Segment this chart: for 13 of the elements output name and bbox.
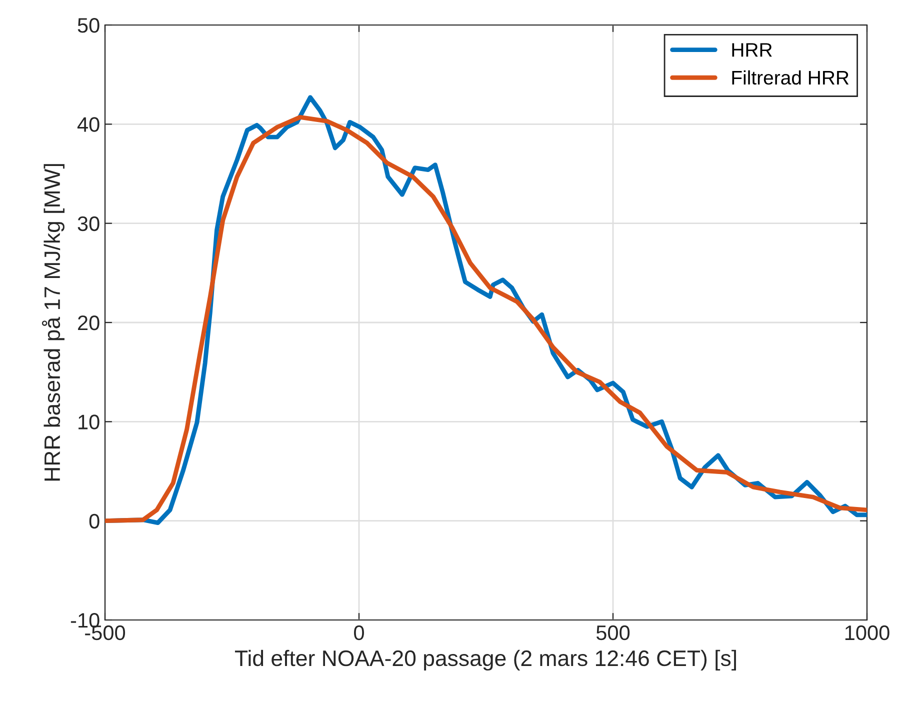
y-tick-label: 10 (78, 414, 100, 430)
y-tick-label: 50 (78, 18, 100, 33)
y-tick-label: 20 (78, 316, 100, 330)
x-tick-label: 1000 (845, 625, 890, 640)
y-tick-label: 30 (78, 216, 100, 232)
x-axis-title: Tid efter NOAA-20 passage (2 mars 12:46 CET) [s] (234, 650, 736, 671)
legend-label: HRR (732, 43, 772, 57)
x-tick-label: 500 (596, 625, 630, 640)
legend-label: Filtrerad HRR (732, 70, 849, 85)
y-tick-label: 0 (89, 514, 100, 529)
y-axis-title: HRR baserad på 17 MJ/kg [MW] (42, 164, 64, 481)
x-tick-label: 0 (354, 625, 364, 640)
y-tick-label: 40 (77, 117, 100, 132)
